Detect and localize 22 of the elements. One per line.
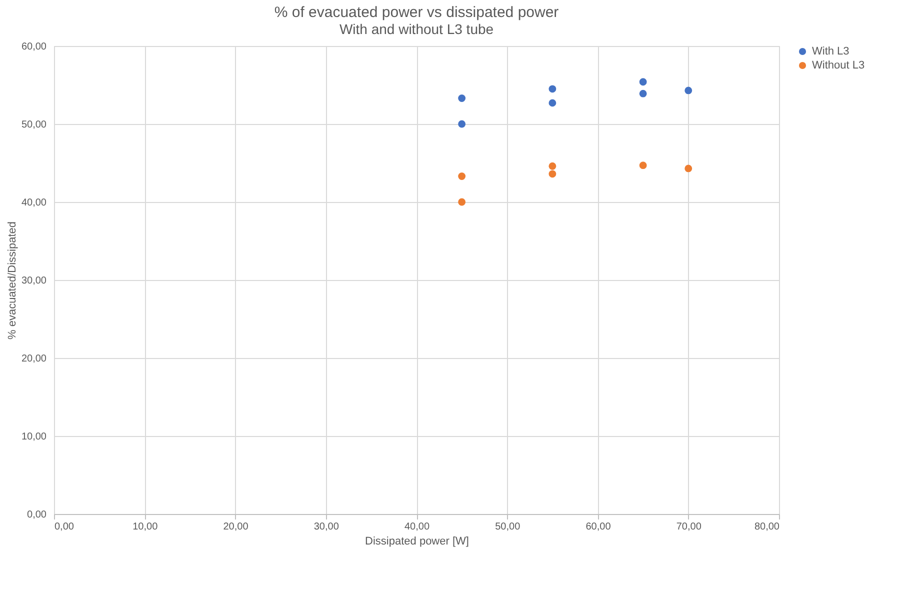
x-tick-label: 20,00 [223,522,249,532]
x-tick-label: 70,00 [676,522,702,532]
legend-label: Without L3 [812,60,865,72]
x-tick-label: 0,00 [54,522,74,532]
chart-title: % of evacuated power vs dissipated power [274,4,559,21]
y-tick-label: 50,00 [21,120,47,130]
y-tick-label: 0,00 [27,510,47,520]
y-tick-label: 30,00 [21,276,47,286]
x-tick-label: 60,00 [586,522,612,532]
x-tick-label: 50,00 [495,522,521,532]
x-tick-label: 80,00 [754,522,780,532]
y-tick-label: 40,00 [21,198,47,208]
x-tick-label: 10,00 [132,522,158,532]
x-tick-label: 30,00 [314,522,340,532]
y-tick-label: 10,00 [21,432,47,442]
y-tick-label: 20,00 [21,354,47,364]
chart-subtitle: With and without L3 tube [339,21,494,37]
y-tick-label: 60,00 [21,42,47,52]
legend-label: With L3 [812,46,850,58]
x-tick-label: 40,00 [404,522,430,532]
x-axis-title: Dissipated power [W] [365,536,469,548]
y-axis-title: % evacuated/Dissipated [6,221,18,340]
